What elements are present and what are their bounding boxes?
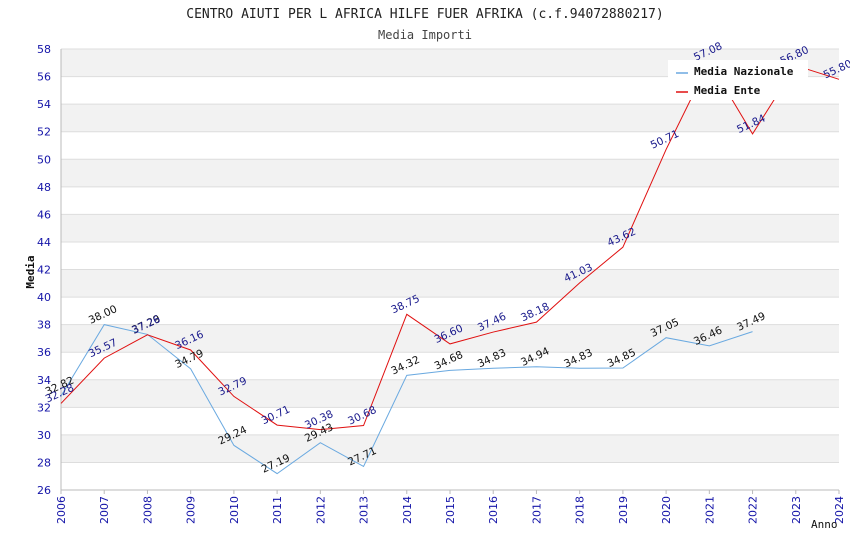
y-tick-label: 54 bbox=[37, 98, 51, 111]
y-tick-label: 38 bbox=[37, 319, 51, 332]
y-tick-label: 58 bbox=[37, 43, 51, 56]
y-tick-label: 44 bbox=[37, 236, 51, 249]
legend-label-media-ente: Media Ente bbox=[694, 84, 761, 97]
x-tick-label: 2010 bbox=[228, 496, 241, 524]
x-tick-label: 2015 bbox=[444, 496, 457, 524]
y-tick-label: 30 bbox=[37, 429, 51, 442]
grid-band bbox=[61, 131, 839, 160]
x-tick-label: 2019 bbox=[617, 496, 630, 524]
y-tick-label: 48 bbox=[37, 181, 51, 194]
grid-band bbox=[61, 352, 839, 380]
grid-band bbox=[61, 241, 839, 270]
x-tick-label: 2022 bbox=[747, 496, 760, 524]
x-tick-label: 2017 bbox=[530, 496, 543, 524]
grid-band bbox=[61, 297, 839, 325]
grid-band bbox=[61, 434, 839, 463]
y-tick-label: 26 bbox=[37, 484, 51, 497]
legend-box bbox=[668, 60, 808, 100]
y-tick-label: 52 bbox=[37, 126, 51, 139]
x-tick-label: 2016 bbox=[487, 496, 500, 524]
y-tick-label: 36 bbox=[37, 346, 51, 359]
chart-subtitle: Media Importi bbox=[378, 28, 472, 42]
legend: Media Nazionale Media Ente bbox=[668, 60, 808, 100]
grid-band bbox=[61, 214, 839, 242]
x-tick-label: 2008 bbox=[141, 496, 154, 524]
x-tick-label: 2012 bbox=[314, 496, 327, 524]
x-tick-label: 2006 bbox=[55, 496, 68, 524]
legend-label-media-nazionale: Media Nazionale bbox=[694, 65, 794, 78]
y-tick-label: 32 bbox=[37, 401, 51, 414]
x-axis-ticks: 2006 2007 2008 2009 2010 2011 2012 2013 2014 2015… bbox=[55, 490, 846, 524]
y-tick-label: 28 bbox=[37, 456, 51, 469]
x-tick-label: 2011 bbox=[271, 496, 284, 524]
x-tick-label: 2013 bbox=[358, 496, 371, 524]
y-tick-label: 50 bbox=[37, 153, 51, 166]
x-tick-label: 2007 bbox=[98, 496, 111, 524]
x-tick-label: 2014 bbox=[401, 496, 414, 524]
grid-bands bbox=[61, 49, 839, 490]
grid-band bbox=[61, 269, 839, 298]
y-tick-label: 42 bbox=[37, 264, 51, 277]
series-line-media-nazionale bbox=[60, 324, 753, 475]
grid-band bbox=[61, 407, 839, 435]
x-axis-label: Anno bbox=[811, 518, 838, 531]
x-tick-label: 2009 bbox=[185, 496, 198, 524]
x-tick-label: 2021 bbox=[703, 496, 716, 524]
grid-band bbox=[61, 379, 839, 408]
y-tick-label: 46 bbox=[37, 208, 51, 221]
chart-title: CENTRO AIUTI PER L AFRICA HILFE FUER AFR… bbox=[186, 7, 663, 22]
x-tick-label: 2023 bbox=[790, 496, 803, 524]
y-axis-label: Media bbox=[24, 255, 37, 288]
y-tick-label: 40 bbox=[37, 291, 51, 304]
x-tick-label: 2018 bbox=[574, 496, 587, 524]
plot-frame bbox=[60, 48, 839, 491]
grid-band bbox=[61, 104, 839, 132]
y-axis-ticks: 26 28 30 32 34 36 38 40 42 44 46 48 50 52 54 56 58 bbox=[37, 43, 51, 497]
x-tick-label: 2024 bbox=[833, 496, 846, 524]
y-tick-label: 56 bbox=[37, 71, 51, 84]
y-tick-label: 34 bbox=[37, 374, 51, 387]
grid-band bbox=[61, 186, 839, 215]
grid-band bbox=[61, 324, 839, 353]
x-tick-label: 2020 bbox=[660, 496, 673, 524]
grid-band bbox=[61, 462, 839, 490]
grid-band bbox=[61, 159, 839, 187]
